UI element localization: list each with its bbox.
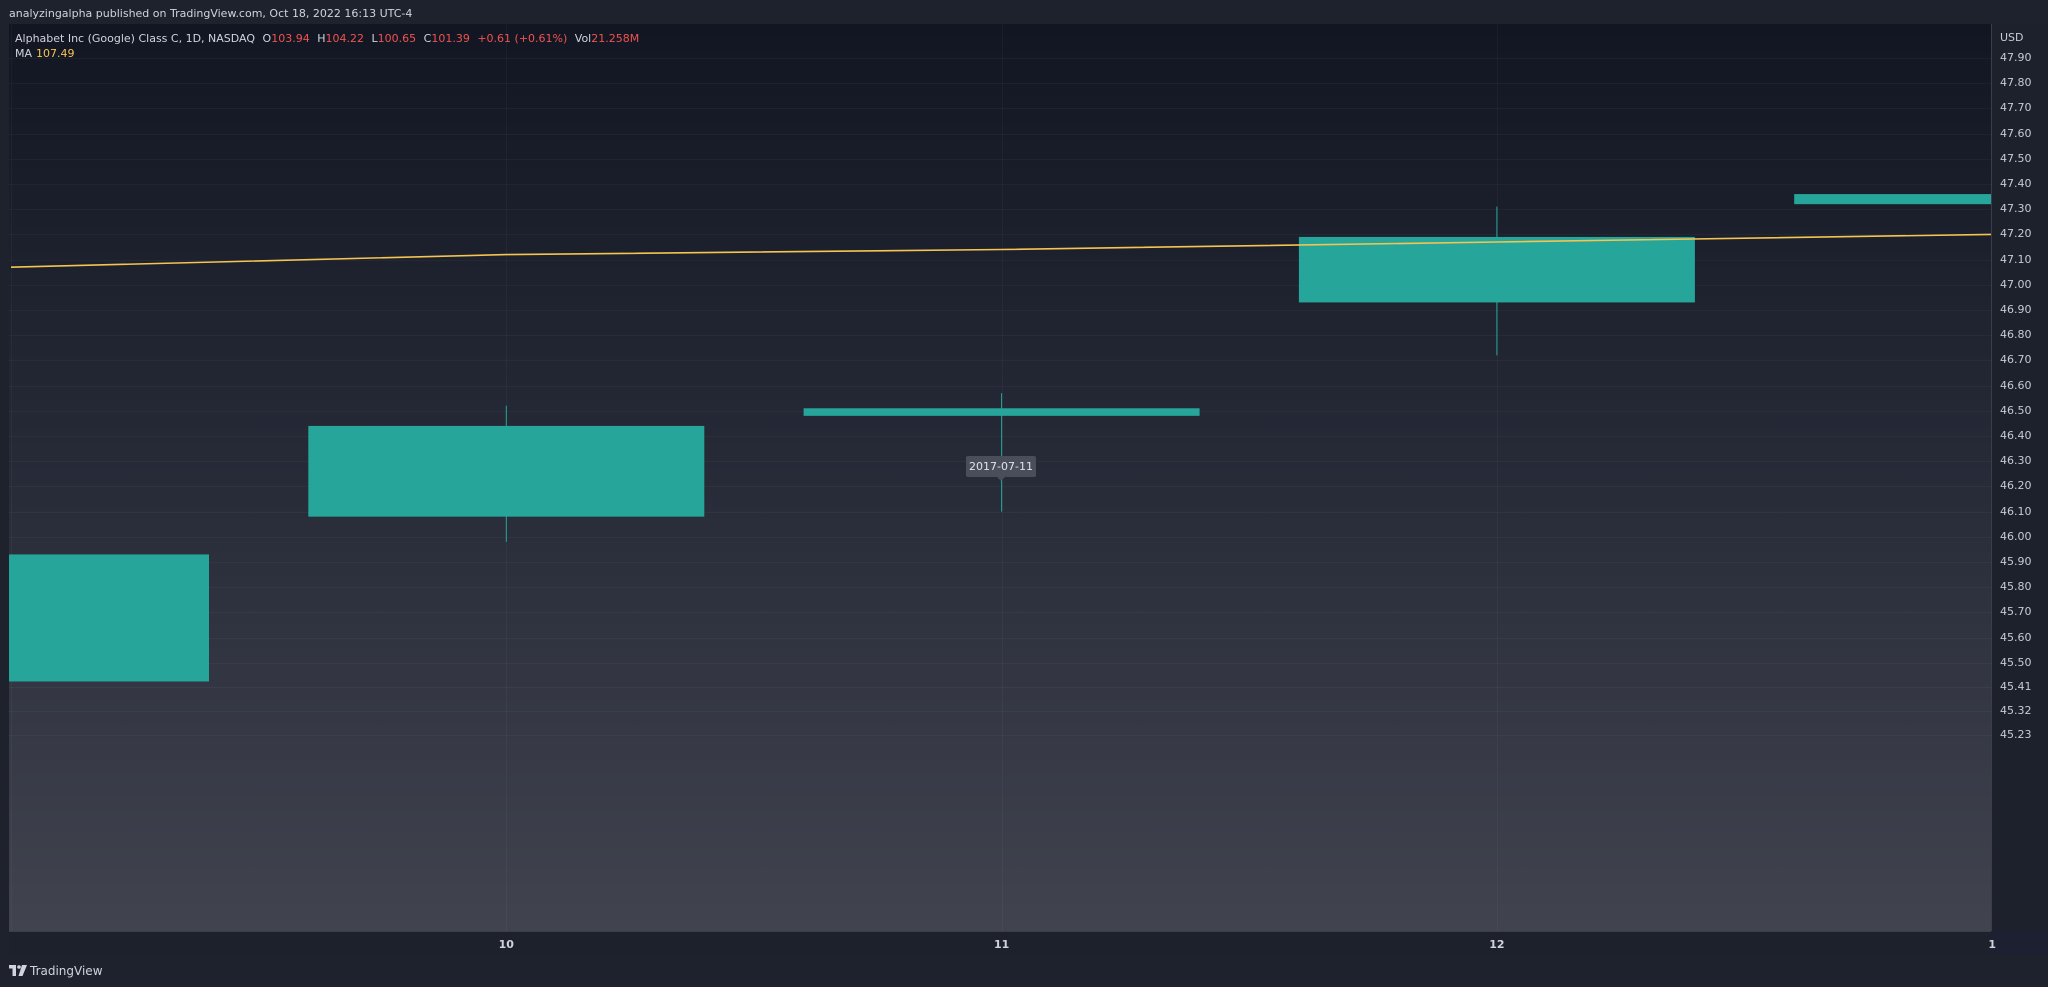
price-tick-label: 46.30 bbox=[2000, 454, 2032, 468]
price-tick-label: 47.90 bbox=[2000, 51, 2032, 64]
symbol-name[interactable]: Alphabet Inc (Google) Class C, 1D, NASDA… bbox=[15, 32, 256, 45]
open-label: O bbox=[262, 32, 272, 45]
price-tick-label: 46.20 bbox=[2000, 479, 2032, 493]
price-tick-label: 46.70 bbox=[2000, 353, 2032, 367]
price-tick-label: 45.32 bbox=[2000, 703, 2032, 717]
price-tick-label: 45.41 bbox=[2000, 679, 2032, 693]
ma-legend[interactable]: MA 107.49 bbox=[15, 47, 75, 60]
price-tick-label: 46.80 bbox=[2000, 328, 2032, 342]
tradingview-brand[interactable]: TradingView bbox=[30, 964, 103, 978]
low-label: L bbox=[371, 32, 378, 45]
price-tick-label: 46.40 bbox=[2000, 429, 2032, 442]
candle-body bbox=[9, 554, 209, 682]
price-tick-label: 47.60 bbox=[2000, 126, 2032, 140]
price-tick-label: 46.90 bbox=[2000, 303, 2032, 316]
top-bar: analyzingalpha published on TradingView.… bbox=[0, 0, 2048, 25]
volume-label: Vol bbox=[574, 32, 592, 45]
price-tick-label: 45.60 bbox=[2000, 630, 2032, 644]
candle-body bbox=[1794, 194, 1991, 205]
time-tick-label: 11 bbox=[993, 938, 1010, 951]
price-tick-label: 46.50 bbox=[2000, 403, 2032, 417]
price-tick-label: 45.80 bbox=[2000, 580, 2032, 594]
change-value: +0.61 (+0.61%) bbox=[477, 32, 568, 45]
candle-body bbox=[308, 425, 705, 517]
high-label: H bbox=[317, 32, 326, 45]
chart-pane[interactable]: Alphabet Inc (Google) Class C, 1D, NASDA… bbox=[9, 24, 1991, 931]
chart-canvas[interactable] bbox=[9, 24, 1991, 931]
close-label: C bbox=[423, 32, 432, 45]
ma-value: 107.49 bbox=[36, 47, 75, 60]
price-tick-label: 47.10 bbox=[2000, 252, 2032, 266]
candles bbox=[9, 194, 1991, 682]
open-value: 103.94 bbox=[271, 32, 310, 45]
currency-label: USD bbox=[2000, 31, 2024, 44]
low-value: 100.65 bbox=[377, 32, 417, 45]
ma-line bbox=[10, 233, 1991, 268]
price-tick-label: 47.50 bbox=[2000, 151, 2032, 165]
time-tick-label: 12 bbox=[1489, 938, 1505, 951]
price-tick-label: 47.40 bbox=[2000, 177, 2032, 190]
time-tick-label: 1 bbox=[1988, 938, 1997, 951]
price-tick-label: 45.70 bbox=[2000, 605, 2032, 619]
time-tick-label: 10 bbox=[498, 938, 514, 951]
high-value: 104.22 bbox=[325, 32, 365, 45]
price-tick-label: 46.00 bbox=[2000, 529, 2032, 543]
price-tick-label: 47.20 bbox=[2000, 227, 2032, 241]
price-tick-label: 47.30 bbox=[2000, 202, 2032, 216]
price-tick-label: 45.23 bbox=[2000, 727, 2032, 741]
volume-value: 21.258M bbox=[591, 32, 640, 45]
publisher-info: analyzingalpha published on TradingView.… bbox=[9, 7, 413, 20]
price-scale[interactable]: USD 47.90 47.80 47.70 47.60 47.50 47.40 47.30 4… bbox=[1991, 24, 2048, 931]
crosshair-date-label: 2017-07-11 bbox=[966, 456, 1036, 481]
close-value: 101.39 bbox=[431, 32, 470, 45]
left-edge bbox=[0, 24, 9, 955]
price-tick-label: 45.50 bbox=[2000, 655, 2032, 669]
price-tick-label: 47.70 bbox=[2000, 101, 2032, 115]
time-scale[interactable]: 10 11 12 1 bbox=[9, 931, 1996, 956]
price-tick-label: 45.90 bbox=[2000, 555, 2032, 568]
chart-legend: Alphabet Inc (Google) Class C, 1D, NASDA… bbox=[15, 32, 639, 45]
price-tick-label: 47.80 bbox=[2000, 76, 2032, 90]
candle-body bbox=[803, 408, 1200, 416]
tradingview-logo-icon[interactable] bbox=[9, 965, 27, 976]
footer-bar: TradingView bbox=[0, 955, 2048, 987]
candle-body bbox=[1298, 236, 1695, 303]
price-tick-label: 46.60 bbox=[2000, 378, 2032, 392]
ma-label: MA bbox=[15, 47, 33, 60]
price-tick-label: 46.10 bbox=[2000, 504, 2032, 518]
price-tick-label: 47.00 bbox=[2000, 277, 2032, 291]
